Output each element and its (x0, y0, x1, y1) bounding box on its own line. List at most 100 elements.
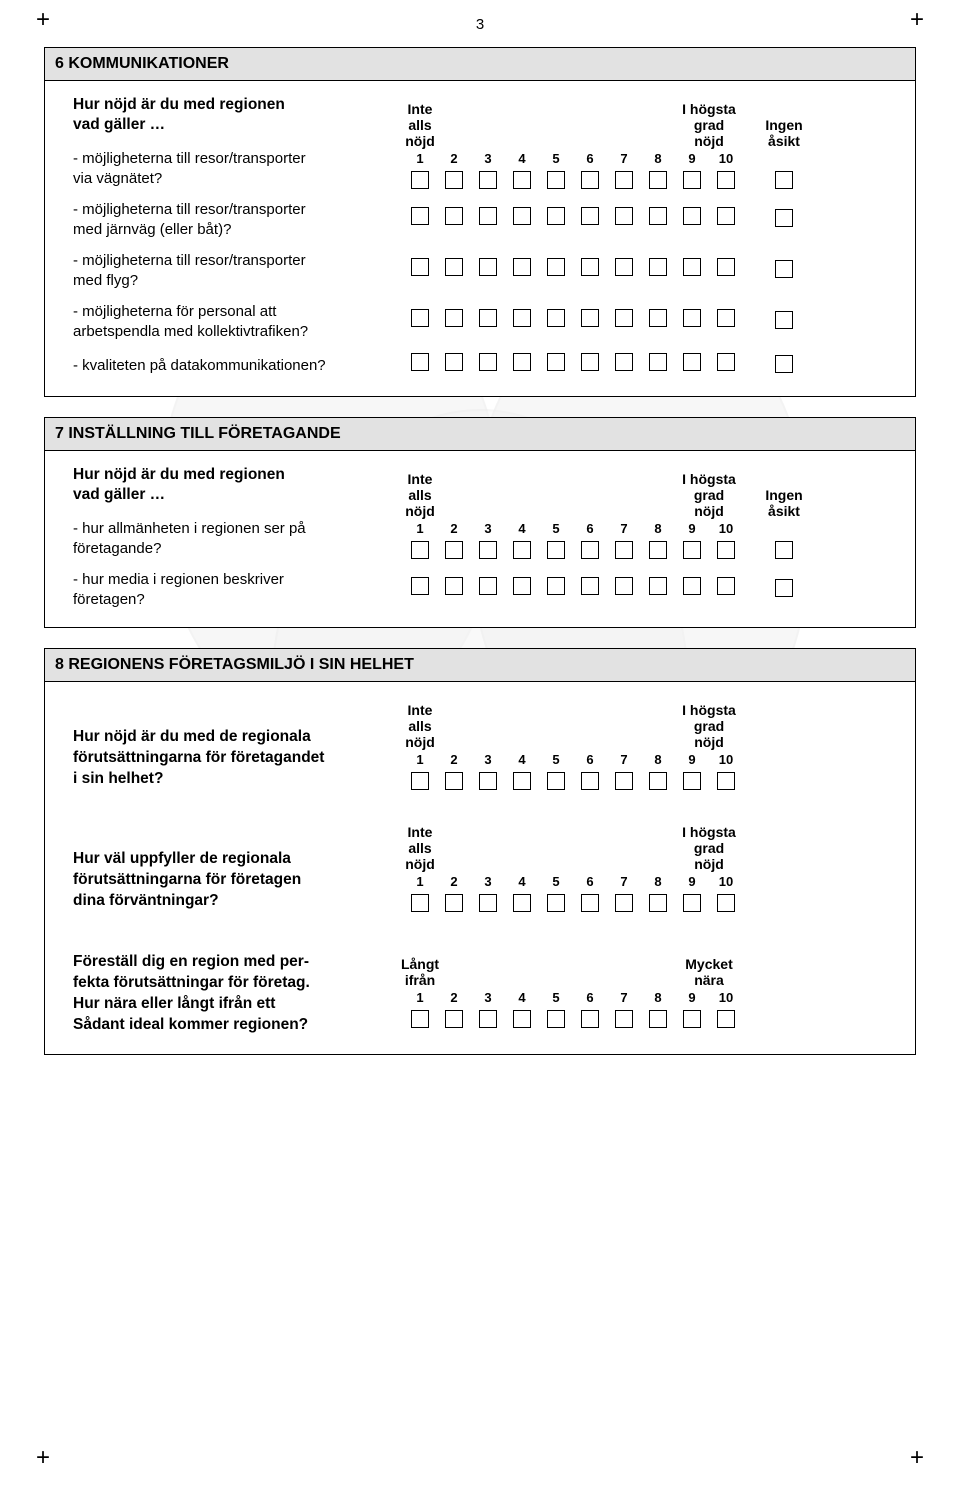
checkbox[interactable] (683, 541, 701, 559)
checkbox[interactable] (479, 207, 497, 225)
checkbox[interactable] (445, 309, 463, 327)
checkbox[interactable] (479, 772, 497, 790)
checkbox[interactable] (683, 1010, 701, 1028)
checkbox[interactable] (615, 772, 633, 790)
checkbox[interactable] (717, 541, 735, 559)
checkbox[interactable] (683, 171, 701, 189)
checkbox[interactable] (547, 309, 565, 327)
checkbox[interactable] (717, 894, 735, 912)
checkbox[interactable] (717, 577, 735, 595)
checkbox[interactable] (513, 207, 531, 225)
checkbox[interactable] (513, 309, 531, 327)
checkbox[interactable] (411, 894, 429, 912)
checkbox[interactable] (479, 1010, 497, 1028)
checkbox[interactable] (479, 309, 497, 327)
checkbox[interactable] (513, 1010, 531, 1028)
checkbox[interactable] (445, 1010, 463, 1028)
checkbox[interactable] (513, 772, 531, 790)
checkbox[interactable] (615, 541, 633, 559)
checkbox[interactable] (683, 894, 701, 912)
checkbox[interactable] (615, 207, 633, 225)
checkbox[interactable] (445, 258, 463, 276)
checkbox-no-opinion[interactable] (775, 579, 793, 597)
checkbox[interactable] (547, 577, 565, 595)
checkbox[interactable] (581, 577, 599, 595)
checkbox-no-opinion[interactable] (775, 260, 793, 278)
checkbox[interactable] (581, 353, 599, 371)
checkbox[interactable] (615, 171, 633, 189)
checkbox[interactable] (649, 207, 667, 225)
checkbox[interactable] (717, 1010, 735, 1028)
checkbox[interactable] (547, 207, 565, 225)
checkbox[interactable] (547, 258, 565, 276)
checkbox[interactable] (649, 577, 667, 595)
checkbox[interactable] (615, 577, 633, 595)
checkbox[interactable] (581, 258, 599, 276)
checkbox[interactable] (479, 171, 497, 189)
checkbox-no-opinion[interactable] (775, 209, 793, 227)
checkbox[interactable] (683, 577, 701, 595)
checkbox[interactable] (479, 577, 497, 595)
checkbox[interactable] (581, 309, 599, 327)
checkbox[interactable] (547, 541, 565, 559)
checkbox[interactable] (445, 207, 463, 225)
checkbox-no-opinion[interactable] (775, 541, 793, 559)
checkbox[interactable] (717, 171, 735, 189)
checkbox-no-opinion[interactable] (775, 355, 793, 373)
checkbox-no-opinion[interactable] (775, 311, 793, 329)
checkbox[interactable] (615, 894, 633, 912)
checkbox[interactable] (547, 353, 565, 371)
checkbox[interactable] (649, 258, 667, 276)
checkbox[interactable] (581, 207, 599, 225)
checkbox[interactable] (411, 309, 429, 327)
checkbox[interactable] (479, 894, 497, 912)
checkbox[interactable] (683, 207, 701, 225)
checkbox[interactable] (649, 772, 667, 790)
checkbox[interactable] (513, 171, 531, 189)
checkbox[interactable] (547, 772, 565, 790)
checkbox[interactable] (649, 171, 667, 189)
checkbox[interactable] (445, 541, 463, 559)
checkbox[interactable] (717, 772, 735, 790)
checkbox[interactable] (581, 894, 599, 912)
checkbox[interactable] (649, 541, 667, 559)
checkbox[interactable] (411, 577, 429, 595)
checkbox[interactable] (615, 309, 633, 327)
checkbox[interactable] (649, 309, 667, 327)
checkbox[interactable] (581, 541, 599, 559)
checkbox[interactable] (479, 541, 497, 559)
checkbox[interactable] (581, 772, 599, 790)
checkbox[interactable] (683, 353, 701, 371)
checkbox[interactable] (411, 541, 429, 559)
checkbox[interactable] (615, 258, 633, 276)
checkbox[interactable] (513, 541, 531, 559)
checkbox[interactable] (649, 353, 667, 371)
checkbox[interactable] (547, 894, 565, 912)
checkbox[interactable] (411, 258, 429, 276)
checkbox[interactable] (479, 258, 497, 276)
checkbox[interactable] (411, 1010, 429, 1028)
checkbox[interactable] (445, 772, 463, 790)
checkbox[interactable] (615, 353, 633, 371)
checkbox[interactable] (445, 577, 463, 595)
checkbox[interactable] (717, 258, 735, 276)
checkbox[interactable] (649, 894, 667, 912)
checkbox[interactable] (445, 894, 463, 912)
checkbox[interactable] (683, 309, 701, 327)
checkbox[interactable] (445, 171, 463, 189)
checkbox[interactable] (649, 1010, 667, 1028)
checkbox[interactable] (411, 772, 429, 790)
checkbox[interactable] (581, 1010, 599, 1028)
checkbox[interactable] (547, 1010, 565, 1028)
checkbox[interactable] (683, 772, 701, 790)
checkbox[interactable] (615, 1010, 633, 1028)
checkbox[interactable] (717, 353, 735, 371)
checkbox[interactable] (717, 207, 735, 225)
checkbox[interactable] (683, 258, 701, 276)
checkbox[interactable] (513, 353, 531, 371)
checkbox[interactable] (445, 353, 463, 371)
checkbox[interactable] (547, 171, 565, 189)
checkbox[interactable] (513, 894, 531, 912)
checkbox[interactable] (513, 258, 531, 276)
checkbox[interactable] (411, 171, 429, 189)
